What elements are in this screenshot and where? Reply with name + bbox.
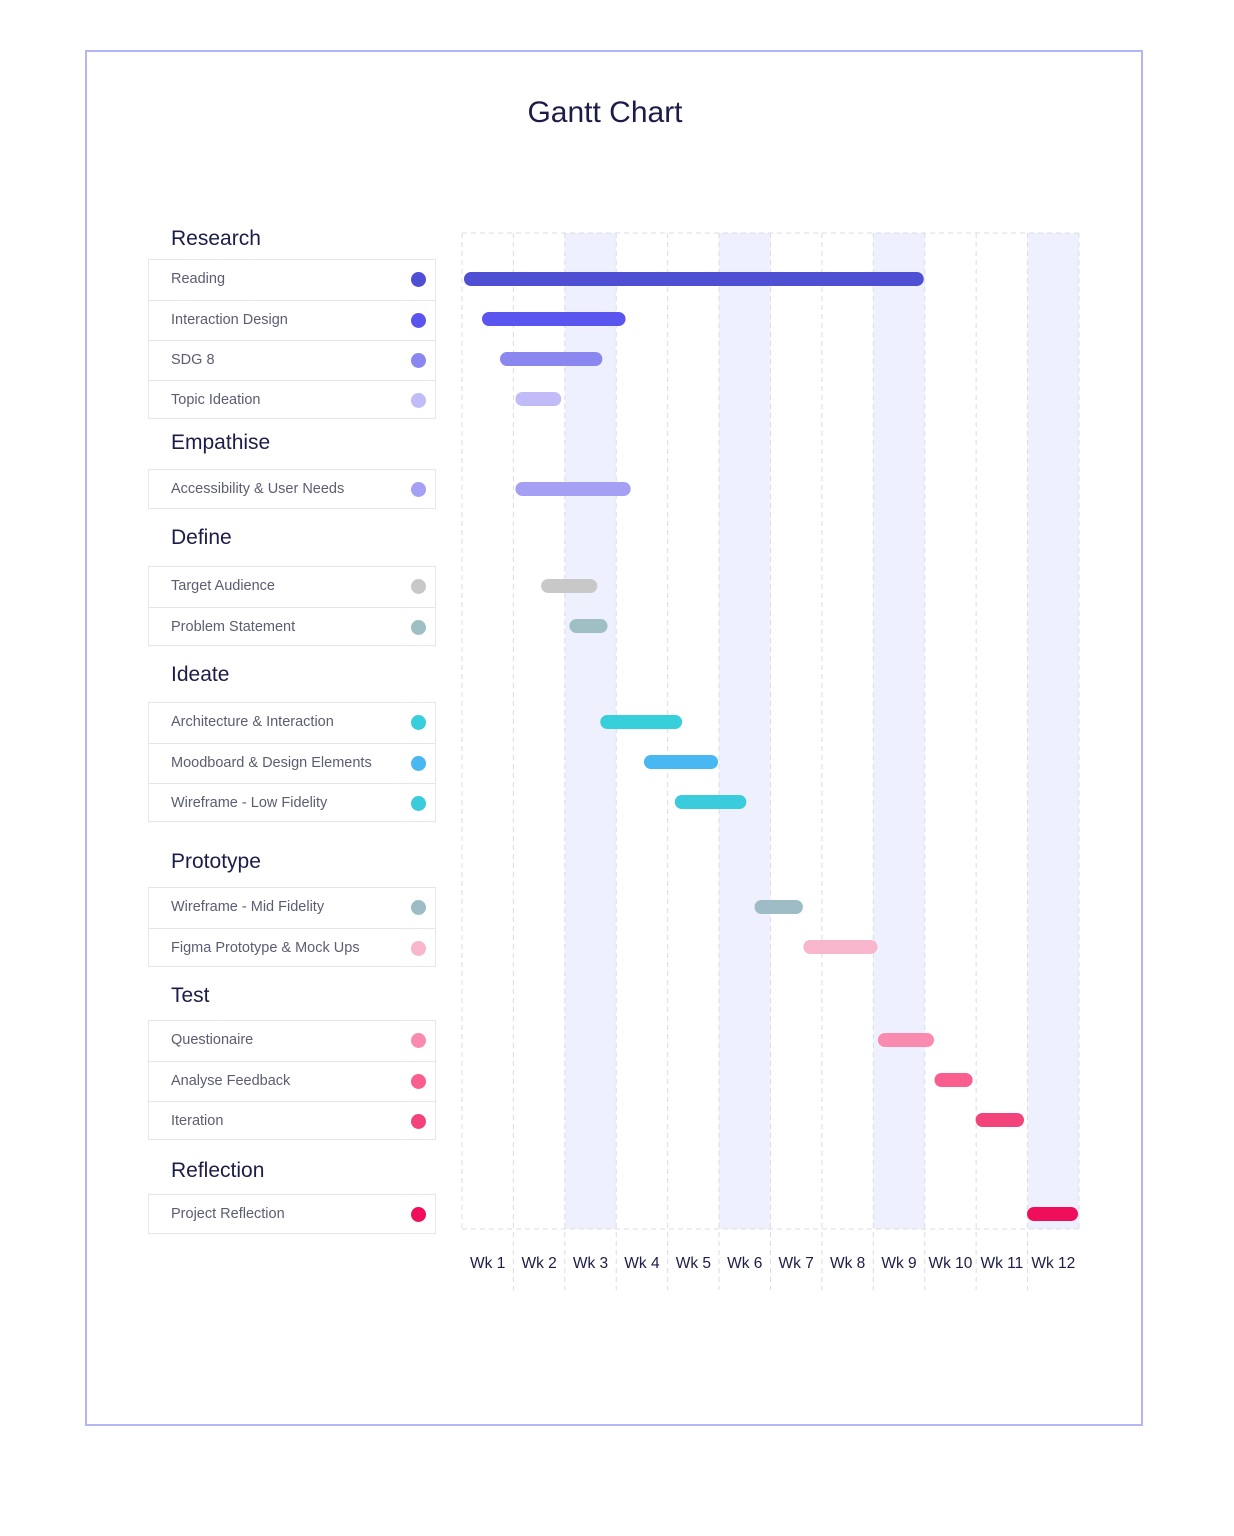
- task-color-dot: [411, 756, 426, 771]
- week-tick-label: Wk 7: [778, 1255, 814, 1272]
- week-tick-label: Wk 8: [829, 1255, 866, 1272]
- task-row: Wireframe - Mid Fidelity: [149, 888, 435, 928]
- task-group: Questionaire Analyse Feedback Iteration: [148, 1020, 436, 1140]
- task-row: Moodboard & Design Elements: [149, 743, 435, 783]
- task-label: SDG 8: [171, 352, 215, 368]
- task-row: Iteration: [149, 1101, 435, 1141]
- task-row: Wireframe - Low Fidelity: [149, 783, 435, 823]
- task-group: Wireframe - Mid Fidelity Figma Prototype …: [148, 887, 436, 967]
- task-row: Problem Statement: [149, 607, 435, 647]
- task-color-dot: [411, 482, 426, 497]
- task-label: Moodboard & Design Elements: [171, 755, 372, 771]
- task-row: Figma Prototype & Mock Ups: [149, 928, 435, 968]
- task-label: Interaction Design: [171, 312, 288, 328]
- gantt-bar: [515, 482, 631, 496]
- task-row: Architecture & Interaction: [149, 703, 435, 743]
- task-label: Wireframe - Low Fidelity: [171, 795, 328, 811]
- gantt-bar: [934, 1073, 973, 1087]
- shaded-week-column: [873, 233, 925, 1229]
- week-tick-label: Wk 1: [470, 1255, 506, 1272]
- gantt-bar: [481, 312, 626, 326]
- week-tick-label: Wk 9: [881, 1255, 917, 1272]
- task-row: Topic Ideation: [149, 380, 435, 420]
- gantt-bar: [515, 392, 562, 406]
- task-group: Architecture & Interaction Moodboard & De…: [148, 702, 436, 822]
- task-color-dot: [411, 900, 426, 915]
- gantt-bar: [674, 795, 747, 809]
- task-group: Project Reflection: [148, 1194, 436, 1234]
- page-frame: [85, 50, 1143, 1426]
- section-title: Test: [171, 984, 210, 1007]
- week-tick-label: Wk 11: [980, 1255, 1024, 1272]
- task-label: Figma Prototype & Mock Ups: [171, 940, 360, 956]
- task-row: SDG 8: [149, 340, 435, 380]
- task-color-dot: [411, 715, 426, 730]
- chart-title: Gantt Chart: [527, 96, 683, 129]
- week-tick-label: Wk 6: [727, 1255, 763, 1272]
- gantt-bar: [600, 715, 683, 729]
- section-title: Empathise: [171, 431, 271, 454]
- task-color-dot: [411, 579, 426, 594]
- task-color-dot: [411, 1207, 426, 1222]
- task-row: Analyse Feedback: [149, 1061, 435, 1101]
- task-label: Iteration: [171, 1113, 224, 1129]
- task-group: Reading Interaction Design SDG 8 Topic Idea…: [148, 259, 436, 419]
- task-color-dot: [411, 1114, 426, 1129]
- task-row: Reading: [149, 260, 435, 300]
- task-label: Questionaire: [171, 1032, 254, 1048]
- gantt-bar: [803, 940, 878, 954]
- task-label: Project Reflection: [171, 1206, 285, 1222]
- task-label: Problem Statement: [171, 619, 296, 635]
- task-row: Accessibility & User Needs: [149, 470, 435, 510]
- gantt-bar: [975, 1113, 1025, 1127]
- task-color-dot: [411, 796, 426, 811]
- section-title: Prototype: [171, 850, 261, 873]
- task-group: Accessibility & User Needs: [148, 469, 436, 509]
- gantt-bar: [877, 1033, 935, 1047]
- week-tick-label: Wk 10: [928, 1255, 973, 1272]
- gantt-bar: [754, 900, 803, 914]
- shaded-week-column: [1027, 233, 1079, 1229]
- task-label: Architecture & Interaction: [171, 714, 334, 730]
- section-title: Research: [171, 227, 261, 250]
- gantt-bar: [569, 619, 608, 633]
- task-label: Wireframe - Mid Fidelity: [171, 899, 325, 915]
- shaded-week-column: [719, 233, 771, 1229]
- task-color-dot: [411, 1033, 426, 1048]
- task-label: Accessibility & User Needs: [171, 481, 345, 497]
- task-color-dot: [411, 941, 426, 956]
- task-color-dot: [411, 272, 426, 287]
- gantt-bar: [643, 755, 719, 769]
- section-title: Reflection: [171, 1159, 265, 1182]
- task-row: Project Reflection: [149, 1195, 435, 1235]
- week-tick-label: Wk 3: [572, 1255, 609, 1272]
- task-label: Target Audience: [171, 578, 275, 594]
- task-row: Questionaire: [149, 1021, 435, 1061]
- section-title: Define: [171, 526, 232, 549]
- task-row: Interaction Design: [149, 300, 435, 340]
- week-tick-label: Wk 5: [675, 1255, 712, 1272]
- task-label: Analyse Feedback: [171, 1073, 291, 1089]
- gantt-bar: [541, 579, 598, 593]
- task-color-dot: [411, 313, 426, 328]
- task-color-dot: [411, 393, 426, 408]
- week-tick-label: Wk 12: [1031, 1255, 1076, 1272]
- task-color-dot: [411, 620, 426, 635]
- shaded-week-column: [564, 233, 617, 1229]
- task-color-dot: [411, 1074, 426, 1089]
- gantt-bar: [464, 272, 924, 286]
- task-row: Target Audience: [149, 567, 435, 607]
- task-color-dot: [411, 353, 426, 368]
- task-label: Reading: [171, 271, 226, 287]
- task-group: Target Audience Problem Statement: [148, 566, 436, 646]
- task-label: Topic Ideation: [171, 392, 261, 408]
- gantt-bar: [1027, 1207, 1078, 1221]
- section-title: Ideate: [171, 663, 230, 686]
- week-tick-label: Wk 4: [624, 1255, 660, 1272]
- week-tick-label: Wk 2: [521, 1255, 557, 1272]
- gantt-bar: [499, 352, 603, 366]
